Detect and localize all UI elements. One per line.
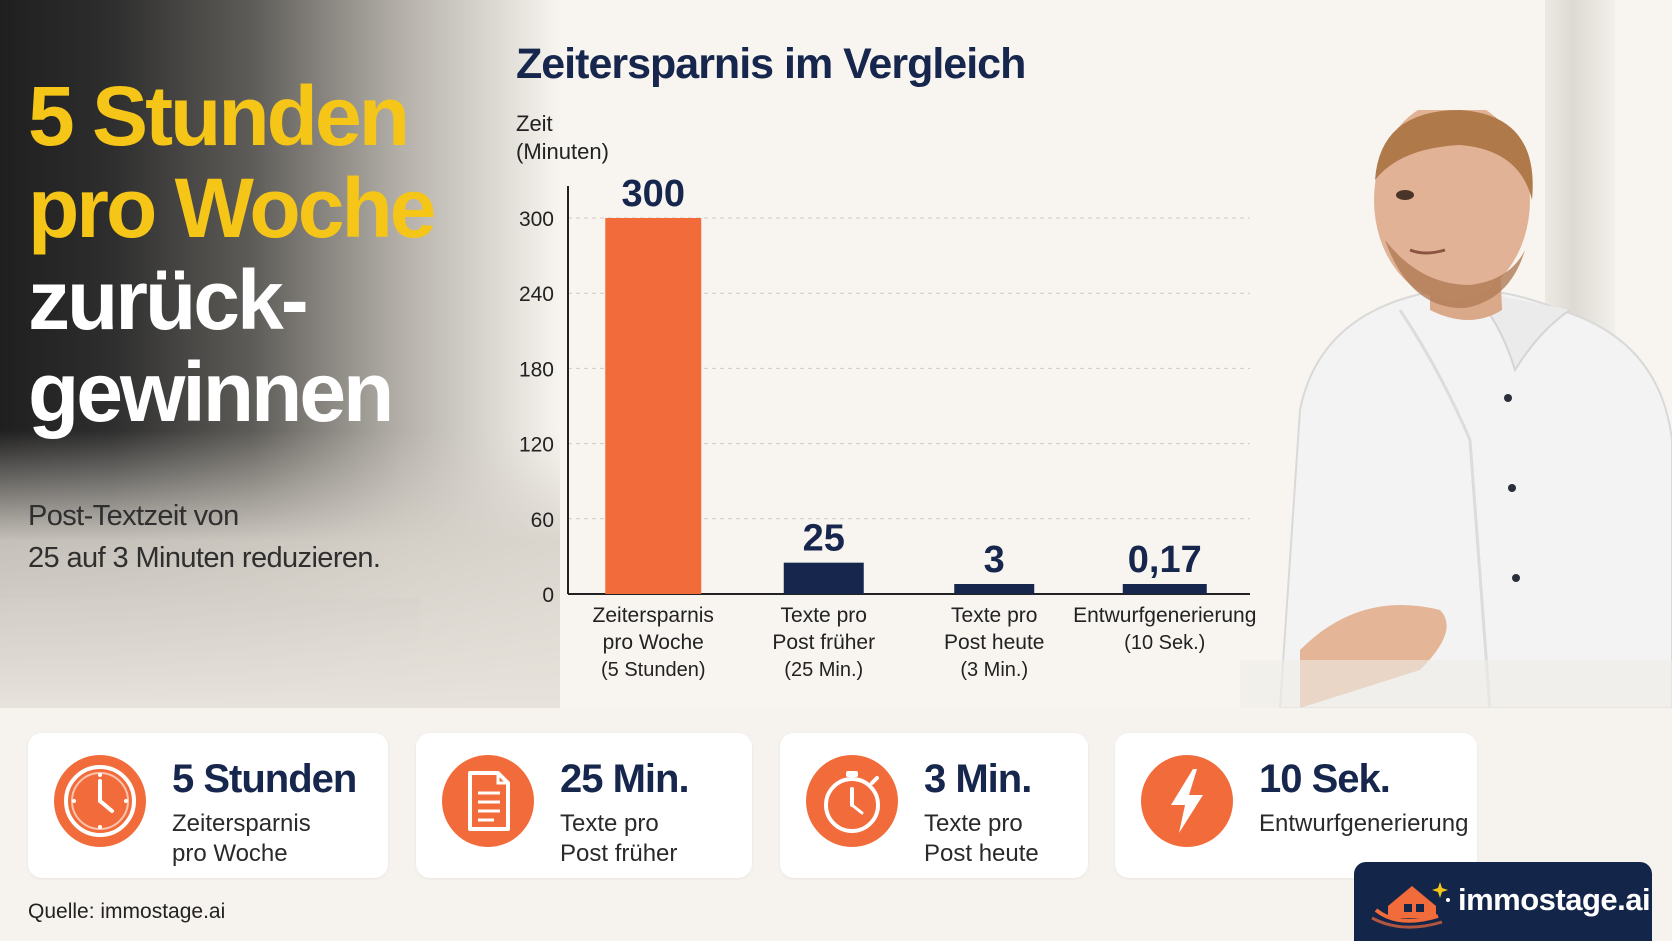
x-category-label: (5 Stunden) [601, 659, 706, 681]
brand-badge[interactable]: immostage.ai [1354, 862, 1652, 941]
bar [1122, 584, 1207, 594]
headline-line-1: 5 Stunden [28, 69, 410, 163]
shirt-button [1512, 574, 1520, 582]
source-note: Quelle: immostage.ai [28, 900, 226, 923]
man-portrait-illustration [1240, 110, 1672, 708]
headline-line-3: zurück- [28, 253, 309, 347]
stat-label-line-2: pro Woche [172, 840, 288, 867]
document-icon [442, 755, 534, 847]
y-tick-label: 60 [531, 509, 554, 532]
y-tick-label: 180 [519, 358, 554, 381]
bar-value-label: 25 [803, 518, 845, 560]
hero-area: 5 Stunden pro Woche zurück- gewinnen Pos… [0, 0, 1672, 708]
x-category-label: Zeitersparnis [593, 604, 714, 627]
chart-title: Zeitersparnis im Vergleich [516, 40, 1026, 88]
stat-label: Texte pro Post früher [560, 809, 677, 869]
background-shade [0, 430, 560, 708]
stat-label-line-1: Texte pro [924, 810, 1023, 837]
x-category-label: Post heute [944, 631, 1044, 654]
headline-line-4: gewinnen [28, 345, 394, 439]
stat-card-texts-today: 3 Min. Texte pro Post heute [780, 733, 1088, 878]
stat-label: Entwurfgenerierung [1259, 809, 1468, 839]
stat-value: 10 Sek. [1259, 757, 1391, 801]
x-category-label: Texte pro [781, 604, 867, 627]
y-tick-label: 240 [519, 283, 554, 306]
stat-label-line-1: Entwurfgenerierung [1259, 810, 1469, 837]
y-tick-label: 0 [542, 584, 554, 607]
stat-card-weekly-savings: 5 Stunden Zeitersparnis pro Woche [28, 733, 388, 878]
stat-label-line-2: Post früher [560, 840, 678, 867]
y-axis-label-line-2: (Minuten) [516, 139, 609, 164]
stat-card-draft-generation: 10 Sek. Entwurfgenerierung [1115, 733, 1477, 878]
subheadline-line-1: Post-Textzeit von [28, 500, 239, 532]
stat-label: Texte pro Post heute [924, 809, 1039, 869]
y-tick-label: 300 [519, 208, 554, 231]
x-category-label: (10 Sek.) [1124, 632, 1205, 654]
subheadline-line-2: 25 auf 3 Minuten reduzieren. [28, 542, 381, 574]
stat-value: 3 Min. [924, 757, 1032, 801]
stat-value: 25 Min. [560, 757, 690, 801]
bar [954, 584, 1035, 594]
bar [783, 562, 864, 594]
bar [605, 218, 702, 594]
bar-value-label: 0,17 [1128, 539, 1202, 581]
bar-chart: 0 60 120 180 240 300 300 Zeitersparnis pro Woche… [519, 173, 1256, 681]
headline-line-2: pro Woche [28, 161, 436, 255]
clock-icon [54, 755, 146, 847]
x-category-label: (3 Min.) [960, 659, 1028, 681]
bar-value-label: 300 [622, 173, 685, 215]
shirt-button [1504, 394, 1512, 402]
x-category-label: Entwurfgenerierung [1073, 604, 1256, 627]
house-logo-icon [1371, 882, 1450, 929]
stat-card-texts-before: 25 Min. Texte pro Post früher [416, 733, 752, 878]
x-category-label: (25 Min.) [784, 659, 863, 681]
y-axis-label-line-1: Zeit [516, 111, 553, 136]
background-window-photo [0, 0, 560, 708]
stat-label: Zeitersparnis pro Woche [172, 809, 311, 869]
bar-value-label: 3 [984, 539, 1005, 581]
x-category-label: Texte pro [951, 604, 1037, 627]
subheadline: Post-Textzeit von 25 auf 3 Minuten reduz… [28, 495, 468, 579]
stat-label-line-1: Zeitersparnis [172, 810, 311, 837]
brand-name: immostage.ai [1458, 882, 1651, 917]
y-axis-label: Zeit (Minuten) [516, 110, 636, 166]
headline: 5 Stunden pro Woche zurück- gewinnen [28, 70, 498, 438]
stopwatch-icon [806, 755, 898, 847]
x-category-label: pro Woche [603, 631, 704, 654]
stat-value: 5 Stunden [172, 757, 357, 801]
x-category-label: Post früher [772, 631, 875, 654]
shirt-button [1508, 484, 1516, 492]
stat-label-line-1: Texte pro [560, 810, 659, 837]
y-tick-label: 120 [519, 434, 554, 457]
stat-label-line-2: Post heute [924, 840, 1039, 867]
lightning-icon [1141, 755, 1233, 847]
